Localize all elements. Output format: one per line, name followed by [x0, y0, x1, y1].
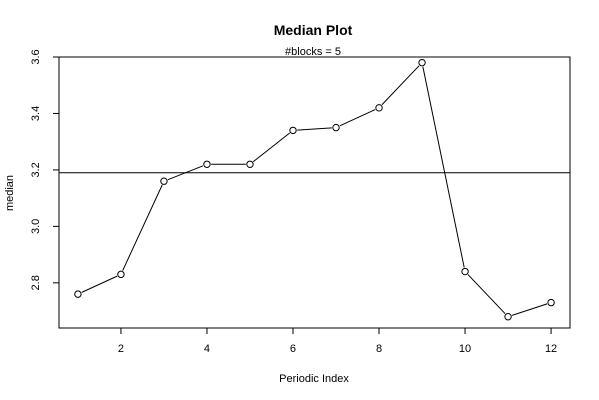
data-point [203, 160, 211, 168]
data-point [418, 58, 426, 67]
series-line-segment [381, 65, 420, 106]
y-tick-label: 3.0 [30, 219, 42, 234]
chart-marks [59, 58, 570, 321]
series-line-segment [167, 165, 204, 181]
data-point [332, 123, 340, 132]
data-point [117, 270, 125, 279]
series-line-segment [339, 109, 376, 127]
series-line-segment [297, 127, 332, 131]
y-axis-label: median [4, 175, 16, 211]
y-tick-label: 3.2 [30, 162, 42, 177]
data-point [504, 313, 512, 321]
x-tick-label: 2 [118, 343, 124, 355]
y-tick-label: 2.8 [30, 275, 42, 290]
chart-subtitle: #blocks = 5 [285, 46, 341, 58]
data-point [246, 160, 254, 168]
data-point [289, 126, 297, 135]
chart-title: Median Plot [274, 22, 353, 38]
series-line-segment [252, 132, 291, 163]
x-axis-label: Periodic Index [279, 373, 349, 385]
data-point [375, 104, 383, 112]
x-tick-label: 10 [459, 343, 471, 355]
data-point [74, 290, 82, 298]
series-line-segment [422, 66, 465, 268]
series-line-segment [122, 184, 163, 271]
data-point [160, 177, 168, 185]
series-line-segment [81, 275, 118, 293]
plot-frame [58, 56, 571, 329]
x-tick-label: 4 [204, 343, 210, 355]
series-line-segment [511, 303, 548, 316]
axes: 2 4 6 8 10 12 2.8 3.0 3.2 3.4 3.6 [30, 49, 557, 355]
y-tick-label: 3.4 [30, 106, 42, 121]
series-line-segment [467, 274, 506, 315]
x-tick-label: 8 [376, 343, 382, 355]
x-tick-label: 6 [290, 343, 296, 355]
data-point [461, 267, 469, 276]
y-tick-label: 3.6 [30, 49, 42, 64]
data-point [547, 298, 555, 307]
x-tick-label: 12 [545, 343, 557, 355]
